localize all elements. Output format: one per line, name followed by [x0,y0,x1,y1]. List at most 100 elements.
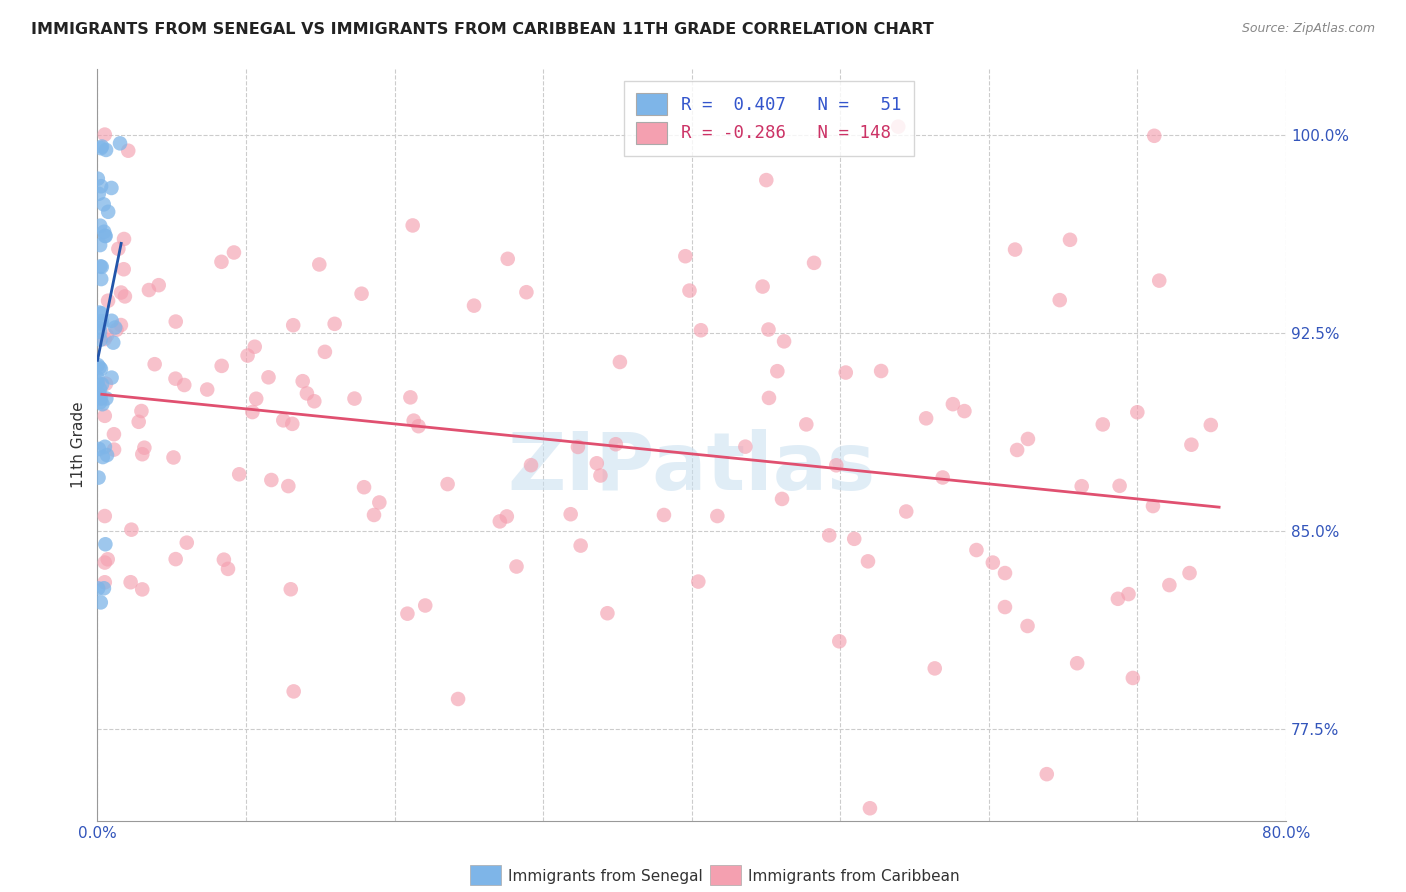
Point [148,278,170,293]
Point [994,566,1017,580]
Point [794,417,817,432]
Point [90,333,112,347]
Text: IMMIGRANTS FROM SENEGAL VS IMMIGRANTS FROM CARIBBEAN 11TH GRADE CORRELATION CHAR: IMMIGRANTS FROM SENEGAL VS IMMIGRANTS FR… [31,22,934,37]
Point [89,382,111,396]
Point [96,448,118,462]
Text: Immigrants from Senegal: Immigrants from Senegal [508,870,703,884]
Point [343,392,366,406]
Point [90,317,112,331]
Point [128,415,150,429]
Point [91,139,114,153]
Point [887,120,910,134]
Point [870,364,893,378]
Point [211,255,233,269]
Point [859,801,882,815]
Point [585,456,607,470]
Point [363,508,385,522]
Point [104,320,127,334]
Point [94,229,117,244]
Point [1118,587,1140,601]
Point [505,559,527,574]
Point [353,480,375,494]
Point [89,387,111,401]
Point [844,532,866,546]
Point [94,509,117,524]
Text: Source: ZipAtlas.com: Source: ZipAtlas.com [1241,22,1375,36]
Legend: R =  0.407   N =   51, R = -0.286   N = 148: R = 0.407 N = 51, R = -0.286 N = 148 [624,81,914,156]
Point [165,372,187,386]
Point [110,318,132,332]
Point [308,257,330,271]
Point [90,306,112,320]
Point [211,359,233,373]
Point [96,392,118,406]
Point [304,394,326,409]
Point [257,370,280,384]
Point [93,582,115,596]
Point [773,334,796,349]
Point [94,409,117,423]
Point [91,397,114,411]
Point [596,606,619,620]
Point [103,442,125,457]
Point [100,314,122,328]
Point [90,272,112,286]
Point [90,392,112,406]
Point [89,219,111,233]
Point [770,491,793,506]
Point [1091,417,1114,432]
Point [314,344,336,359]
Point [835,366,858,380]
Point [1122,671,1144,685]
Point [120,523,142,537]
Point [165,314,187,328]
Point [90,595,112,609]
Point [242,405,264,419]
Point [766,364,789,378]
Point [1195,828,1218,842]
Point [1070,479,1092,493]
Point [706,509,728,524]
Point [90,179,112,194]
Point [402,219,425,233]
Point [447,692,470,706]
Point [323,317,346,331]
Point [281,417,304,431]
Point [90,314,112,328]
Point [1199,417,1222,432]
Point [162,450,184,465]
Point [350,286,373,301]
Point [1178,566,1201,580]
Point [828,634,851,648]
Point [91,450,114,464]
Point [1035,767,1057,781]
Point [90,362,112,376]
Point [283,318,305,333]
Point [1017,619,1039,633]
Point [396,607,419,621]
Point [87,321,110,335]
Point [110,285,132,300]
Y-axis label: 11th Grade: 11th Grade [72,401,86,488]
Point [283,684,305,698]
Point [690,323,713,337]
Point [1108,479,1130,493]
Point [673,249,696,263]
Point [1049,293,1071,307]
Point [103,335,125,350]
Point [1143,128,1166,143]
Point [413,599,436,613]
Point [953,404,976,418]
Point [1180,438,1202,452]
Point [605,437,627,451]
Point [90,260,112,274]
Point [89,325,111,339]
Point [277,479,299,493]
Point [87,358,110,372]
Point [1005,442,1028,457]
Point [93,225,115,239]
Point [93,197,115,211]
Point [131,447,153,461]
Point [131,582,153,597]
Point [236,349,259,363]
